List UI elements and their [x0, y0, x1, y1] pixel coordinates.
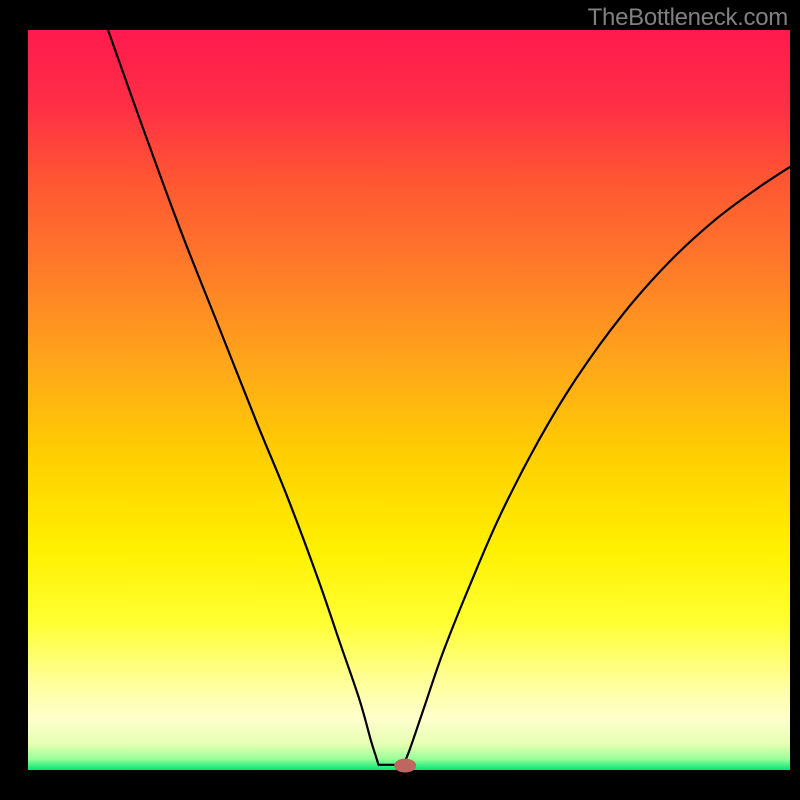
- optimal-point-marker: [394, 759, 416, 773]
- watermark-text: TheBottleneck.com: [588, 4, 788, 32]
- bottleneck-chart: [0, 0, 800, 800]
- plot-background: [28, 30, 790, 770]
